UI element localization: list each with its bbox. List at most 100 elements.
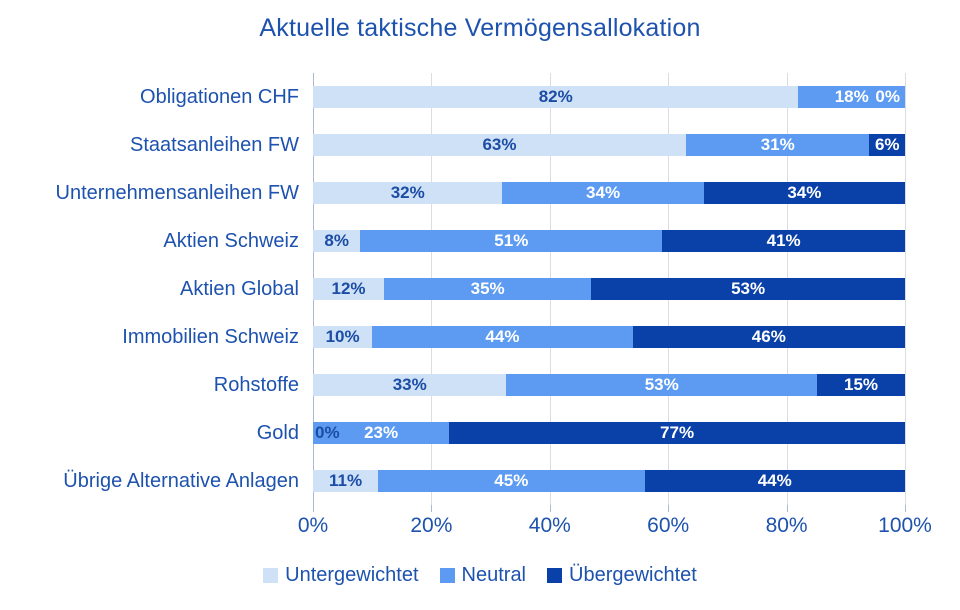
bar-segment-neutral: 34% bbox=[502, 182, 704, 204]
category-label: Aktien Global bbox=[180, 278, 299, 300]
bar-value-label: 46% bbox=[751, 327, 786, 346]
chart-row: Aktien Global 12% 35% 53% bbox=[0, 265, 960, 313]
stacked-bar: 8% 51% 41% bbox=[313, 230, 905, 252]
chart-row: Obligationen CHF 82% 18% 0% bbox=[0, 73, 960, 121]
legend-item-neutral: Neutral bbox=[439, 564, 527, 587]
bar-value-label: 10% bbox=[325, 327, 360, 346]
bar-value-label-zero: 0% bbox=[315, 423, 340, 442]
bar-value-label: 8% bbox=[324, 231, 349, 250]
bar-value-label: 15% bbox=[844, 375, 879, 394]
chart-title: Aktuelle taktische Vermögensallokation bbox=[259, 14, 701, 42]
x-tick-label: 20% bbox=[410, 514, 453, 537]
tick-mark bbox=[549, 505, 551, 512]
bar-segment--bergewichtet: 41% bbox=[662, 230, 905, 252]
bar-segment-untergewichtet: 63% bbox=[313, 134, 686, 156]
stacked-bar: 32% 34% 34% bbox=[313, 182, 905, 204]
bar-value-label: 82% bbox=[538, 87, 573, 106]
bar-segment-neutral: 53% bbox=[506, 374, 818, 396]
bar-value-label: 77% bbox=[660, 423, 695, 442]
legend-label: Übergewichtet bbox=[569, 564, 697, 586]
legend-label: Neutral bbox=[461, 564, 527, 586]
bar-segment--bergewichtet: 77% bbox=[449, 422, 905, 444]
x-tick-label: 80% bbox=[765, 514, 808, 537]
chart-row: Gold 0% 23% 77% bbox=[0, 409, 960, 457]
bar-value-label: 53% bbox=[644, 375, 679, 394]
bar-value-label: 35% bbox=[470, 279, 505, 298]
bar-segment-neutral: 23% bbox=[313, 422, 450, 444]
bar-segment-neutral: 35% bbox=[384, 278, 592, 300]
category-label: Übrige Alternative Anlagen bbox=[63, 470, 299, 492]
stacked-bar: 33% 53% 15% bbox=[313, 374, 905, 396]
bar-segment-untergewichtet: 32% bbox=[313, 182, 503, 204]
tick-mark bbox=[313, 505, 314, 512]
stacked-bar: 63% 31% 6% bbox=[313, 134, 905, 156]
bar-segment--bergewichtet: 34% bbox=[703, 182, 905, 204]
legend-item--bergewichtet: Übergewichtet bbox=[547, 564, 697, 587]
bar-value-label: 18% bbox=[834, 87, 869, 106]
x-tick-label: 40% bbox=[528, 514, 571, 537]
bar-value-label: 51% bbox=[494, 231, 529, 250]
chart-row: Unternehmensanleihen FW 32% 34% 34% bbox=[0, 169, 960, 217]
bar-segment--bergewichtet: 6% bbox=[869, 134, 905, 156]
bar-value-label: 44% bbox=[757, 471, 792, 490]
bar-segment-neutral: 18% bbox=[798, 86, 905, 108]
stacked-bar: 12% 35% 53% bbox=[313, 278, 905, 300]
stacked-bar: 0% 23% 77% bbox=[313, 422, 905, 444]
bar-value-label: 31% bbox=[760, 135, 795, 154]
gridline bbox=[905, 73, 906, 505]
bar-value-label: 33% bbox=[392, 375, 427, 394]
bar-value-label: 44% bbox=[485, 327, 520, 346]
bar-value-label: 34% bbox=[586, 183, 621, 202]
bar-segment-untergewichtet: 33% bbox=[313, 374, 507, 396]
chart-row: Immobilien Schweiz 10% 44% 46% bbox=[0, 313, 960, 361]
tick-mark bbox=[431, 505, 433, 512]
chart-row: Rohstoffe 33% 53% 15% bbox=[0, 361, 960, 409]
bar-value-label-zero: 0% bbox=[875, 87, 900, 106]
bar-value-label: 32% bbox=[390, 183, 425, 202]
bar-value-label: 12% bbox=[331, 279, 366, 298]
bar-segment-untergewichtet: 10% bbox=[313, 326, 373, 348]
bar-segment-untergewichtet: 11% bbox=[313, 470, 379, 492]
bar-segment-neutral: 44% bbox=[372, 326, 633, 348]
x-tick-label: 100% bbox=[878, 514, 932, 537]
bar-value-label: 53% bbox=[731, 279, 766, 298]
bar-value-label: 6% bbox=[874, 135, 900, 154]
category-label: Staatsanleihen FW bbox=[130, 134, 299, 156]
stacked-bar: 11% 45% 44% bbox=[313, 470, 905, 492]
bar-segment--bergewichtet: 44% bbox=[644, 470, 905, 492]
bar-value-label: 11% bbox=[329, 471, 363, 490]
tick-mark bbox=[668, 505, 670, 512]
category-label: Aktien Schweiz bbox=[163, 230, 299, 252]
bar-segment-untergewichtet: 12% bbox=[313, 278, 385, 300]
bar-value-label: 45% bbox=[494, 471, 529, 490]
bar-value-label: 23% bbox=[364, 423, 399, 442]
legend-swatch-untergewichtet bbox=[263, 568, 279, 583]
bar-segment-neutral: 51% bbox=[360, 230, 663, 252]
bar-segment-neutral: 45% bbox=[378, 470, 645, 492]
chart-row: Übrige Alternative Anlagen 11% 45% 44% bbox=[0, 457, 960, 505]
bar-rows: Obligationen CHF 82% 18% 0% Staatsanleihen F… bbox=[0, 73, 960, 505]
stacked-bar: 82% 18% 0% bbox=[313, 86, 905, 108]
stacked-bar: 10% 44% 46% bbox=[313, 326, 905, 348]
legend-swatch-neutral bbox=[439, 568, 455, 583]
legend: Untergewichtet Neutral Übergewichtet bbox=[0, 564, 960, 587]
bar-value-label: 63% bbox=[482, 135, 517, 154]
bar-segment-untergewichtet: 8% bbox=[313, 230, 361, 252]
bar-segment--bergewichtet: 15% bbox=[817, 374, 905, 396]
category-label: Unternehmensanleihen FW bbox=[55, 182, 299, 204]
category-label: Obligationen CHF bbox=[140, 86, 299, 108]
bar-segment--bergewichtet: 46% bbox=[632, 326, 905, 348]
tick-mark bbox=[905, 505, 906, 512]
x-tick-label: 60% bbox=[647, 514, 690, 537]
chart-row: Aktien Schweiz 8% 51% 41% bbox=[0, 217, 960, 265]
legend-label: Untergewichtet bbox=[285, 564, 419, 586]
chart-row: Staatsanleihen FW 63% 31% 6% bbox=[0, 121, 960, 169]
category-label: Rohstoffe bbox=[213, 374, 299, 396]
tick-mark bbox=[786, 505, 788, 512]
category-label: Gold bbox=[256, 422, 299, 444]
legend-swatch--bergewichtet bbox=[547, 568, 563, 583]
bar-value-label: 34% bbox=[787, 183, 822, 202]
x-tick-label: 0% bbox=[297, 514, 329, 537]
category-label: Immobilien Schweiz bbox=[122, 326, 299, 348]
